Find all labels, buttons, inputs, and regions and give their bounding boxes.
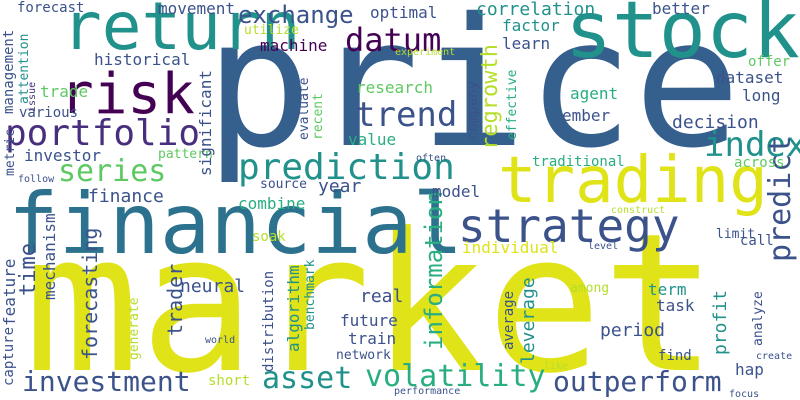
- word-mechanism: mechanism: [40, 213, 59, 300]
- word-task: task: [656, 296, 695, 315]
- word-strategy: strategy: [458, 199, 680, 253]
- word-capture: capture: [1, 326, 17, 386]
- word-term: term: [648, 280, 687, 299]
- word-prediction: prediction: [238, 147, 455, 188]
- word-profit: profit: [710, 289, 731, 355]
- word-call: call: [740, 233, 774, 249]
- word-finance: forecasting: [78, 227, 102, 360]
- word-index: index: [704, 125, 800, 165]
- word-trade: trade: [40, 82, 89, 101]
- word-performance: performance: [394, 386, 461, 397]
- word-distribution: distribution: [261, 270, 277, 372]
- word-effective: effective: [505, 69, 520, 140]
- word-decision: decision: [672, 112, 759, 133]
- word-series: series: [58, 154, 167, 189]
- word-asset: asset: [262, 361, 353, 396]
- word-exchange: exchange: [238, 1, 354, 29]
- word-follow: follow: [18, 174, 55, 185]
- word-recent: recent: [311, 93, 326, 140]
- word-management: management: [1, 29, 17, 114]
- word-trend: trend: [355, 95, 458, 135]
- word-period: period: [600, 320, 666, 341]
- word-combine: combine: [238, 194, 306, 213]
- word-information: information: [420, 191, 448, 350]
- word-short: short: [208, 373, 251, 389]
- word-risk: risk: [60, 62, 195, 127]
- word-various: various: [19, 105, 79, 121]
- word-leverage: leverage: [518, 277, 539, 364]
- word-agent: agent: [570, 84, 619, 103]
- word-investment: investment: [22, 365, 191, 398]
- word-create: create: [756, 351, 793, 362]
- word-benchmark: benchmark: [303, 259, 318, 330]
- word-future: future: [340, 311, 398, 330]
- word-optimal: optimal: [370, 3, 438, 22]
- word-year: year: [318, 176, 362, 197]
- word-focus: focus: [729, 389, 760, 400]
- word-financial: financial: [8, 175, 464, 273]
- word-datum: datum: [345, 21, 442, 59]
- word-level: level: [588, 241, 619, 252]
- word-hap: hap: [735, 360, 764, 379]
- word-trading: trading: [498, 144, 768, 218]
- word-market: market: [24, 193, 718, 400]
- word-often: often: [416, 153, 447, 164]
- word-limit: limit: [716, 227, 756, 242]
- word-feature: feature: [0, 258, 19, 326]
- word-forecast: forecast: [17, 0, 85, 16]
- word-source: source: [260, 177, 307, 192]
- word-value: value: [348, 130, 397, 149]
- word-traditional: traditional: [532, 154, 625, 170]
- word-real: real: [360, 286, 404, 307]
- word-forecasting: finance: [88, 186, 164, 207]
- word-outperform: outperform: [553, 365, 722, 398]
- word-soak: soak: [252, 229, 286, 245]
- word-train: train: [348, 329, 397, 348]
- word-factor: factor: [502, 16, 560, 35]
- word-issue: issue: [27, 81, 38, 112]
- word-among: among: [570, 281, 610, 296]
- word-movement: movement: [158, 0, 236, 18]
- word-generate: generate: [127, 297, 142, 360]
- word-experiment: experiment: [395, 47, 456, 58]
- word-world: world: [205, 335, 236, 346]
- word-metric: metric: [3, 129, 18, 176]
- word-regrowth: regrowth: [478, 44, 503, 150]
- word-time: time: [16, 243, 41, 296]
- word-model: model: [432, 182, 481, 201]
- word-analyze: analyze: [751, 291, 766, 346]
- word-volatility: volatility: [365, 359, 546, 394]
- word-offer: offer: [748, 54, 791, 70]
- word-historical: historical: [94, 50, 191, 69]
- word-network: network: [336, 348, 391, 363]
- word-neural: neural: [180, 276, 246, 297]
- word-company: company: [465, 80, 481, 140]
- word-machine: machine: [260, 36, 328, 55]
- word-long: long: [742, 86, 781, 105]
- word-dataset: dataset: [716, 68, 784, 87]
- word-across: across: [734, 155, 785, 171]
- word-trader: trader: [163, 263, 187, 336]
- word-stock: stock: [565, 0, 800, 76]
- word-portfolio: portfolio: [5, 113, 201, 154]
- word-price: price: [205, 0, 741, 187]
- word-evaluate: evaluate: [297, 77, 312, 140]
- word-research: research: [356, 78, 434, 97]
- word-individual: individual: [462, 238, 559, 257]
- word-algorithm: algorithm: [284, 265, 303, 352]
- word-correlation: correlation: [476, 0, 596, 20]
- word-find: find: [658, 348, 692, 364]
- word-return: return: [62, 0, 301, 65]
- word-average: average: [501, 290, 517, 350]
- word-utilize: utilize: [244, 23, 299, 38]
- word-like: like: [544, 361, 569, 372]
- word-ember: ember: [562, 106, 611, 125]
- word-learn: learn: [502, 34, 551, 53]
- word-better: better: [652, 0, 710, 18]
- word-investor: investor: [24, 146, 102, 165]
- word-construct: construct: [611, 205, 666, 216]
- word-pattern: pattern: [158, 147, 213, 162]
- word-significant: significant: [196, 70, 215, 176]
